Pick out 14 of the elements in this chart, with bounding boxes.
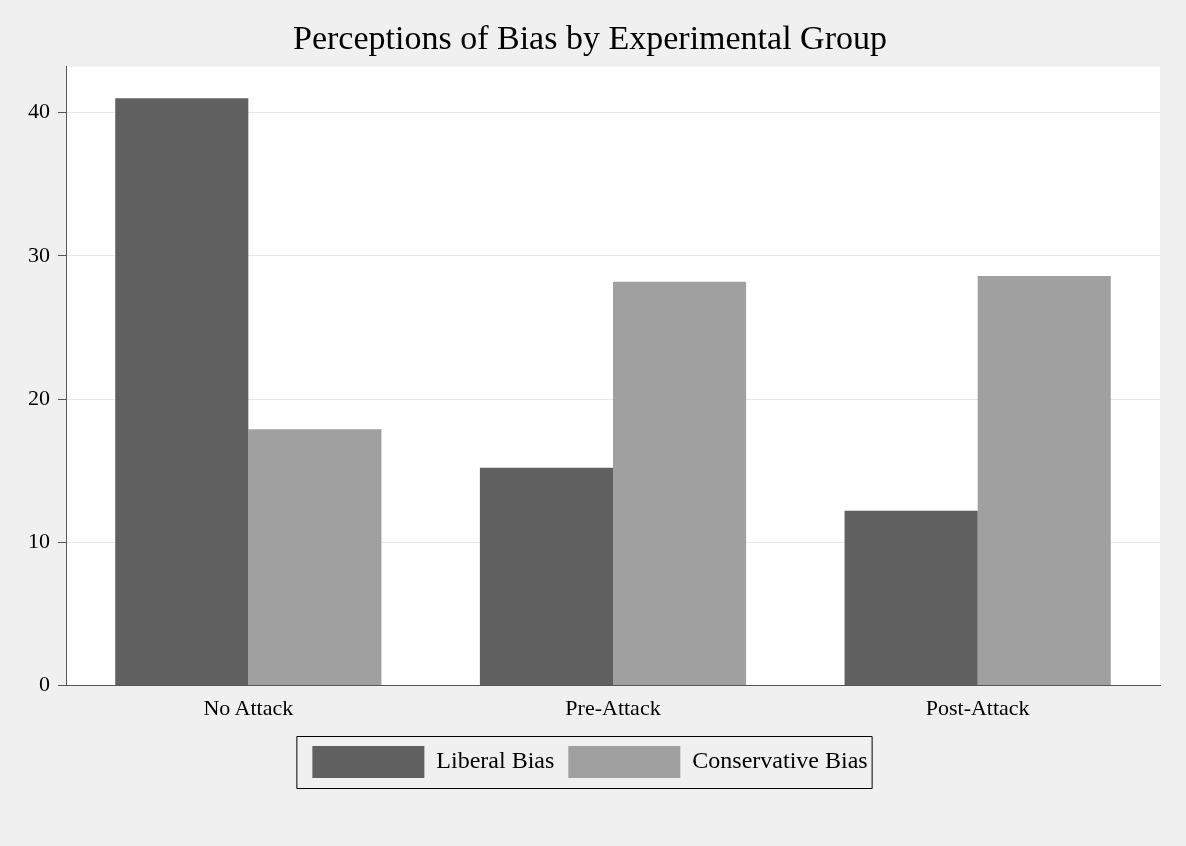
y-tick-label: 40 bbox=[28, 98, 50, 124]
y-tick-label: 20 bbox=[28, 384, 50, 410]
y-tick-label: 10 bbox=[28, 528, 50, 554]
bar bbox=[613, 281, 747, 686]
bar bbox=[977, 275, 1111, 686]
x-tick-label: No Attack bbox=[203, 694, 294, 720]
y-tick-label: 0 bbox=[39, 671, 50, 697]
chart-title: Perceptions of Bias by Experimental Group bbox=[293, 19, 887, 57]
legend-label: Conservative Bias bbox=[692, 747, 868, 774]
x-tick-label: Pre-Attack bbox=[565, 694, 661, 720]
x-tick-label: Post-Attack bbox=[925, 694, 1030, 720]
y-tick-label: 30 bbox=[28, 241, 50, 267]
bar bbox=[248, 429, 382, 686]
legend-label: Liberal Bias bbox=[436, 747, 555, 774]
